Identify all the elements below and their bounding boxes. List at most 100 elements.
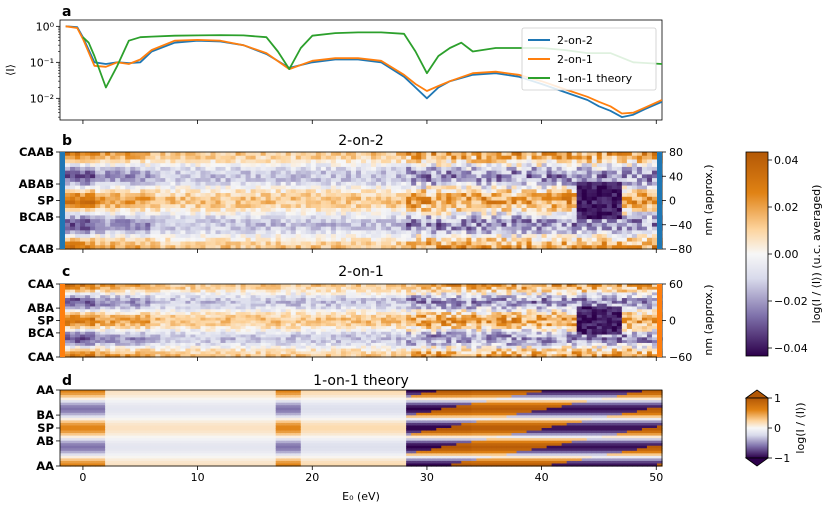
b-cell — [486, 193, 493, 198]
c-cell — [386, 328, 392, 333]
c-cell — [80, 312, 86, 316]
c-cell — [285, 295, 292, 299]
b-cell — [546, 222, 553, 228]
b-cell — [310, 237, 317, 243]
b-cell — [536, 226, 543, 231]
c-cell — [70, 314, 76, 319]
b-cell — [265, 159, 272, 164]
b-cell — [421, 230, 427, 235]
b-cell — [295, 159, 302, 164]
b-cell — [396, 230, 402, 235]
c-cell — [235, 314, 242, 319]
b-cell — [270, 178, 277, 183]
b-cell — [215, 207, 222, 213]
b-cell — [300, 174, 307, 179]
c-cell — [110, 289, 116, 294]
c-cell — [391, 286, 397, 291]
b-cell — [225, 166, 232, 172]
b-cell — [366, 181, 372, 187]
b-cell — [436, 200, 442, 205]
b-cell — [421, 181, 427, 187]
b-cell — [155, 152, 161, 157]
b-cell — [90, 219, 96, 224]
c-cell — [396, 354, 402, 358]
b-cell — [581, 181, 588, 187]
c-cell — [85, 334, 91, 338]
b-cell — [90, 178, 96, 183]
b-cell — [245, 181, 252, 187]
b-cell — [295, 193, 302, 198]
b-cell — [506, 222, 513, 228]
c-cell — [376, 348, 382, 352]
b-cell — [95, 222, 101, 228]
b-cell — [285, 226, 292, 231]
c-cell — [245, 326, 252, 330]
c-cell — [140, 314, 146, 319]
b-cell — [85, 222, 91, 228]
b-cell — [426, 166, 432, 172]
b-cell — [350, 181, 357, 187]
b-cell — [556, 222, 563, 228]
c-cell — [305, 351, 312, 355]
c-cell — [210, 303, 217, 308]
b-cell — [355, 234, 362, 239]
c-cell — [200, 342, 207, 347]
b-cell — [335, 222, 342, 228]
b-cell — [466, 245, 472, 250]
b-cell — [491, 152, 498, 157]
c-cell — [90, 298, 96, 302]
b-cell — [340, 200, 347, 205]
b-cell — [571, 181, 578, 187]
c-cell — [120, 351, 126, 355]
c-cell — [275, 292, 282, 296]
c-cell — [335, 295, 342, 299]
c-cell — [190, 312, 197, 316]
b-cell — [406, 211, 412, 217]
b-cell — [85, 237, 91, 243]
c-cell — [110, 348, 116, 352]
b-cell — [95, 178, 101, 183]
b-cell — [340, 245, 347, 250]
b-cell — [325, 237, 332, 243]
b-cell — [140, 241, 146, 246]
b-cell — [215, 230, 222, 235]
b-cell — [466, 234, 472, 239]
c-cell — [290, 326, 297, 330]
b-cell — [616, 181, 623, 187]
b-cell — [546, 170, 553, 175]
b-cell — [511, 234, 518, 239]
c-cell — [115, 331, 121, 336]
c-cell — [145, 312, 151, 316]
b-cell — [606, 219, 613, 224]
b-cell — [185, 200, 192, 205]
b-cell — [305, 219, 312, 224]
c-cell — [135, 328, 141, 333]
c-cell — [145, 284, 151, 288]
b-cell — [225, 185, 232, 190]
b-cell — [210, 215, 217, 220]
b-cell — [335, 181, 342, 187]
c-cell — [300, 306, 307, 310]
c-cell — [115, 295, 121, 299]
c-cell — [350, 320, 357, 324]
b-cell — [381, 226, 387, 231]
b-cell — [481, 174, 488, 179]
b-cell — [145, 189, 151, 194]
c-cell — [230, 320, 237, 324]
c-cell — [215, 334, 222, 338]
b-ytick-label-2: SP — [37, 194, 54, 208]
c-cell — [175, 354, 181, 358]
b-cell — [105, 211, 111, 217]
b-cell — [596, 234, 603, 239]
b-cell — [260, 181, 267, 187]
c-cell — [376, 314, 382, 319]
c-cell — [366, 312, 372, 316]
c-cell — [85, 317, 91, 322]
c-cell — [300, 317, 307, 322]
c-cell — [320, 354, 327, 358]
b-cell — [355, 178, 362, 183]
b-cell — [240, 174, 247, 179]
b-cell — [310, 196, 317, 202]
b-cell — [230, 219, 237, 224]
